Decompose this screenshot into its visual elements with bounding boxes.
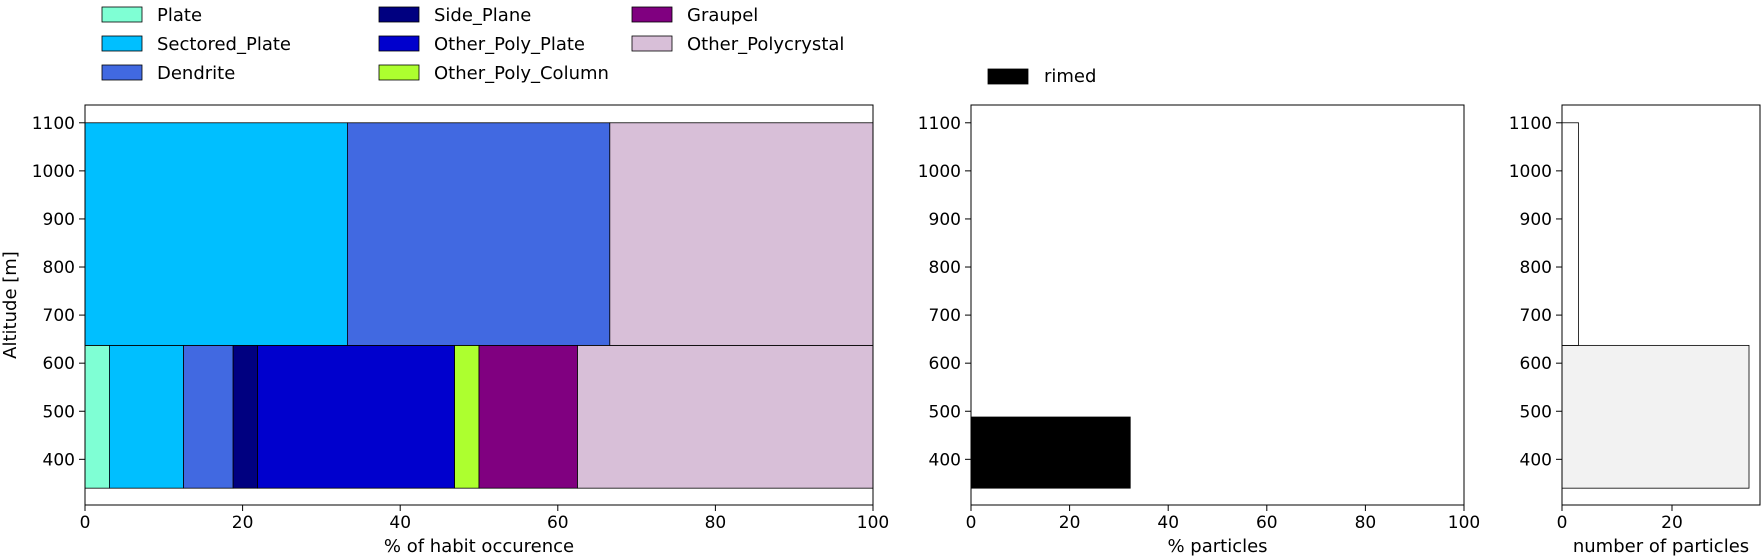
count-y-tick-label: 800: [1520, 258, 1552, 278]
legend-swatch-graupel: [631, 6, 673, 23]
count-y-tick-label: 500: [1520, 402, 1552, 422]
bar-other-polycrystal-bin-1: [609, 122, 874, 346]
habit-occurrence-panel: 0 20 40 60 80 100 400 500 600 700 800 900 1000 1100 %…: [0, 104, 889, 557]
rimed-x-tick-label: 60: [1256, 513, 1278, 533]
habit-x-tick-label: 20: [232, 513, 254, 533]
bar-plate-bin-0: [84, 344, 110, 489]
count-y-tick-label: 1000: [1509, 162, 1552, 182]
habit-x-axis-label: % of habit occurence: [384, 536, 574, 557]
count-y-tick-label: 600: [1520, 354, 1552, 374]
bar-other-poly-plate-bin-0: [257, 344, 455, 489]
rimed-y-tick-label: 1100: [918, 114, 961, 134]
count-bar-1: [1561, 122, 1579, 346]
count-y-tick-label: 700: [1520, 306, 1552, 326]
count-y-tick-label: 400: [1520, 450, 1552, 470]
legend-swatch-sectored-plate: [101, 35, 143, 52]
rimed-y-tick-label: 900: [929, 210, 961, 230]
legend-label-other-poly-plate: Other_Poly_Plate: [434, 34, 585, 55]
count-axes-frame: [1561, 104, 1761, 506]
bar-other-polycrystal-bin-0: [577, 344, 874, 489]
count-y-tick-label: 1100: [1509, 114, 1552, 134]
habit-x-tick-label: 60: [547, 513, 569, 533]
legend-swatch-side-plane: [378, 6, 420, 23]
habit-x-tick-label: 80: [705, 513, 727, 533]
habit-y-tick-label: 500: [43, 402, 75, 422]
count-x-tick-label: 20: [1661, 513, 1683, 533]
rimed-x-tick-label: 100: [1448, 513, 1480, 533]
count-bar-0: [1561, 344, 1750, 489]
legend-label-graupel: Graupel: [687, 5, 758, 26]
legend-label-other-poly-column: Other_Poly_Column: [434, 63, 609, 84]
count-y-tick-label: 900: [1520, 210, 1552, 230]
rimed-y-tick-label: 700: [929, 306, 961, 326]
rimed-x-tick-label: 80: [1355, 513, 1377, 533]
rimed-x-tick-label: 0: [966, 513, 977, 533]
habit-legend: Plate Sectored_Plate Dendrite Side_Plane Oth…: [101, 5, 844, 84]
rimed-y-tick-label: 400: [929, 450, 961, 470]
legend-swatch-other-poly-plate: [378, 35, 420, 52]
rimed-x-axis-label: % particles: [1167, 536, 1267, 557]
bar-other-poly-column-bin-0: [454, 344, 480, 489]
particle-count-panel: 0 20 400 500 600 700 800 900 1000 1100 number of …: [1509, 104, 1761, 557]
legend-label-plate: Plate: [157, 5, 202, 26]
rimed-legend: rimed: [987, 66, 1096, 87]
legend-swatch-plate: [101, 6, 143, 23]
bar-dendrite-bin-0: [183, 344, 234, 489]
rimed-y-tick-label: 500: [929, 402, 961, 422]
habit-y-tick-label: 700: [43, 306, 75, 326]
habit-y-tick-label: 900: [43, 210, 75, 230]
habit-y-axis-label: Altitude [m]: [0, 251, 21, 359]
habit-y-tick-label: 400: [43, 450, 75, 470]
legend-label-rimed: rimed: [1044, 66, 1096, 87]
count-x-tick-label: 0: [1557, 513, 1568, 533]
rimed-bar-0: [970, 416, 1131, 489]
bar-graupel-bin-0: [478, 344, 578, 489]
bar-sectored-plate-bin-1: [84, 122, 348, 346]
legend-label-sectored-plate: Sectored_Plate: [157, 34, 291, 55]
habit-axes-frame: [84, 104, 874, 506]
legend-label-other-polycrystal: Other_Polycrystal: [687, 34, 844, 55]
habit-y-tick-label: 800: [43, 258, 75, 278]
rimed-x-tick-label: 40: [1157, 513, 1179, 533]
legend-swatch-other-polycrystal: [631, 35, 673, 52]
count-x-axis-label: number of particles: [1573, 536, 1749, 557]
habit-x-tick-label: 0: [80, 513, 91, 533]
legend-swatch-other-poly-column: [378, 64, 420, 81]
bar-sectored-plate-bin-0: [109, 344, 184, 489]
bar-side-plane-bin-0: [232, 344, 258, 489]
rimed-particles-panel: 0 20 40 60 80 100 400 500 600 700 800 900 1000 1100 %…: [918, 104, 1480, 557]
legend-swatch-dendrite: [101, 64, 143, 81]
habit-y-tick-label: 1100: [32, 114, 75, 134]
rimed-y-tick-label: 600: [929, 354, 961, 374]
rimed-x-tick-label: 20: [1059, 513, 1081, 533]
habit-y-tick-label: 1000: [32, 162, 75, 182]
rimed-y-tick-label: 1000: [918, 162, 961, 182]
legend-swatch-rimed: [987, 68, 1029, 85]
legend-label-side-plane: Side_Plane: [434, 5, 531, 26]
habit-x-tick-label: 40: [389, 513, 411, 533]
bar-dendrite-bin-1: [347, 122, 611, 346]
habit-y-tick-label: 600: [43, 354, 75, 374]
legend-label-dendrite: Dendrite: [157, 63, 235, 84]
rimed-axes-frame: [970, 104, 1465, 506]
rimed-y-tick-label: 800: [929, 258, 961, 278]
habit-x-tick-label: 100: [857, 513, 889, 533]
